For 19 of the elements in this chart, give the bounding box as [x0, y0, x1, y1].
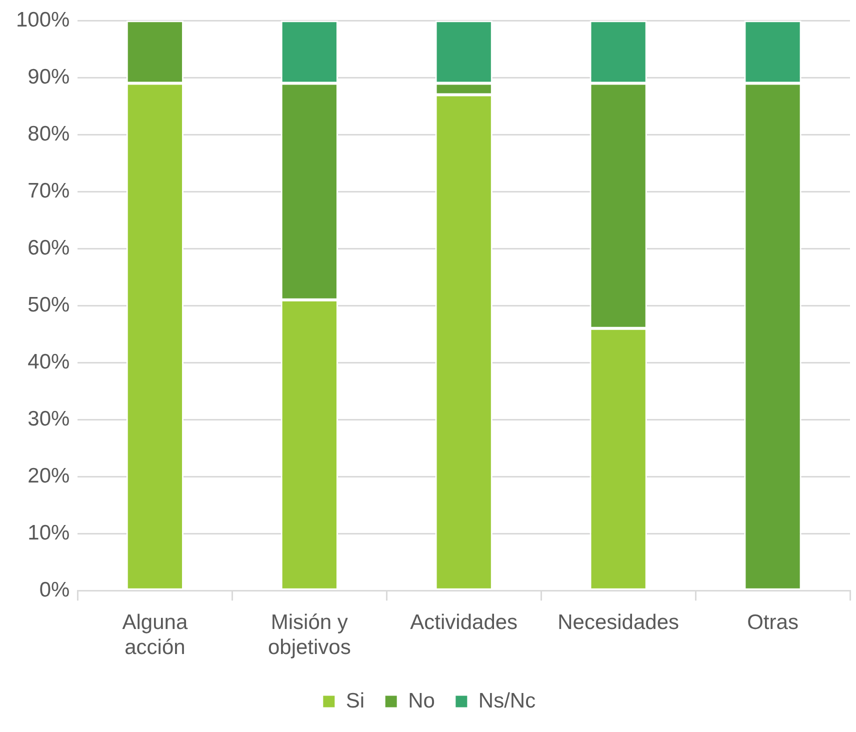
- y-tick-label: 80%: [28, 122, 70, 146]
- y-tick-label: 90%: [28, 65, 70, 88]
- y-tick-label: 20%: [28, 464, 70, 488]
- y-tick-label: 70%: [28, 179, 70, 202]
- legend-label: Ns/Nc: [478, 689, 536, 712]
- y-tick-label: 0%: [39, 578, 70, 602]
- y-tick-label: 30%: [28, 407, 70, 430]
- x-tick-label: Necesidades: [558, 610, 680, 634]
- legend-label: No: [408, 689, 435, 712]
- y-tick-label: 100%: [16, 8, 70, 32]
- x-tick-label: Misión y objetivos: [268, 610, 351, 660]
- x-tick-label: Actividades: [410, 610, 518, 634]
- y-tick-label: 10%: [28, 521, 70, 544]
- y-tick-label: 60%: [28, 236, 70, 260]
- legend-label: Si: [346, 689, 365, 712]
- x-tick-label: Alguna acción: [122, 610, 188, 660]
- x-tick-label: Otras: [747, 610, 798, 634]
- y-tick-label: 40%: [28, 350, 70, 374]
- y-tick-label: 50%: [28, 293, 70, 316]
